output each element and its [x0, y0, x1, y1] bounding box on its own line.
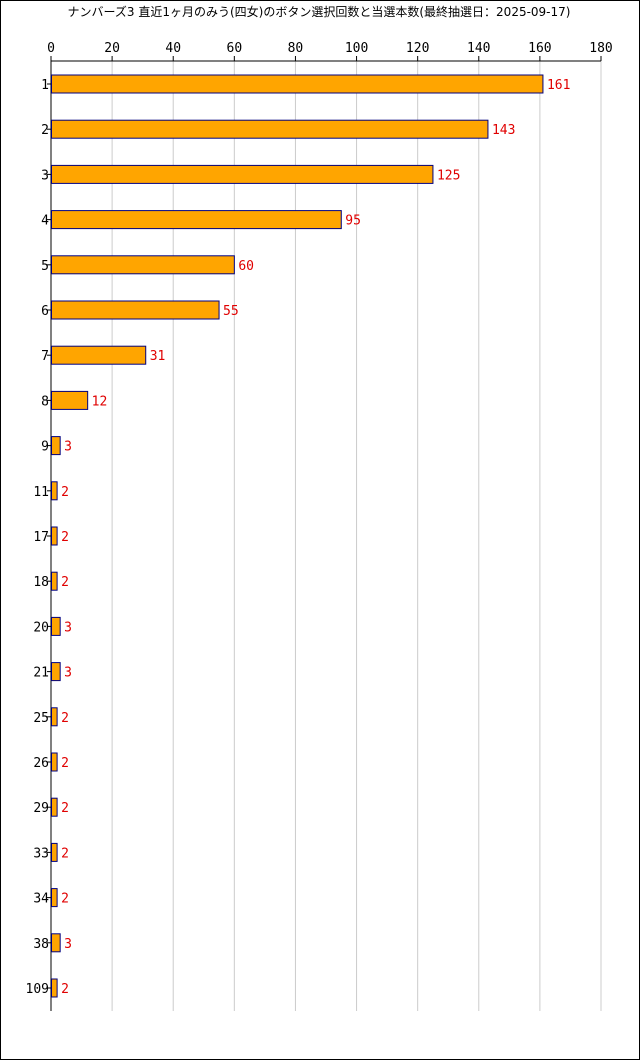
bar: [51, 119, 489, 139]
category-label: 20: [33, 620, 49, 635]
value-label: 3: [64, 620, 72, 635]
category-label: 9: [41, 440, 49, 455]
x-tick-label: 160: [528, 41, 551, 56]
value-label: 2: [61, 485, 69, 500]
value-label: 12: [92, 394, 108, 409]
bar: [51, 481, 58, 501]
x-tick-label: 60: [227, 41, 243, 56]
value-label: 2: [61, 711, 69, 726]
bar: [51, 436, 61, 456]
category-label: 26: [33, 756, 49, 771]
bar: [51, 74, 544, 94]
category-label: 109: [26, 982, 49, 997]
bar: [51, 842, 58, 862]
bar: [51, 752, 58, 772]
category-label: 4: [41, 214, 49, 229]
category-label: 34: [33, 892, 49, 907]
category-label: 5: [41, 259, 49, 274]
x-tick-label: 100: [345, 41, 368, 56]
x-tick-label: 20: [104, 41, 120, 56]
value-label: 2: [61, 530, 69, 545]
bar: [51, 933, 61, 953]
category-label: 8: [41, 394, 49, 409]
bar: [51, 662, 61, 682]
value-label: 31: [150, 349, 166, 364]
bar: [51, 978, 58, 998]
bar: [51, 345, 147, 365]
bar: [51, 255, 235, 275]
category-label: 1: [41, 78, 49, 93]
value-label: 2: [61, 982, 69, 997]
value-label: 95: [345, 214, 361, 229]
value-label: 2: [61, 756, 69, 771]
value-label: 55: [223, 304, 239, 319]
x-tick-label: 180: [589, 41, 612, 56]
bar: [51, 164, 434, 184]
x-tick-label: 40: [165, 41, 181, 56]
bars: [51, 74, 544, 998]
value-label: 3: [64, 666, 72, 681]
category-label: 38: [33, 937, 49, 952]
category-label: 7: [41, 349, 49, 364]
value-label: 3: [64, 440, 72, 455]
value-label: 2: [61, 846, 69, 861]
bar: [51, 390, 89, 410]
bar: [51, 707, 58, 727]
value-label: 125: [437, 168, 460, 183]
bar: [51, 526, 58, 546]
bar: [51, 797, 58, 817]
category-label: 6: [41, 304, 49, 319]
bar: [51, 888, 58, 908]
category-label: 3: [41, 168, 49, 183]
category-label: 17: [33, 530, 49, 545]
grid-lines: [111, 61, 602, 1011]
value-label: 161: [547, 78, 570, 93]
category-label: 21: [33, 666, 49, 681]
value-label: 2: [61, 575, 69, 590]
chart-title: ナンバーズ3 直近1ヶ月のみう(四女)のボタン選択回数と当選本数(最終抽選日：2…: [68, 4, 571, 19]
category-label: 2: [41, 123, 49, 138]
value-label: 2: [61, 801, 69, 816]
bar: [51, 300, 220, 320]
x-tick-label: 120: [406, 41, 429, 56]
category-label: 25: [33, 711, 49, 726]
bar: [51, 616, 61, 636]
value-label: 3: [64, 937, 72, 952]
category-label: 18: [33, 575, 49, 590]
value-label: 2: [61, 892, 69, 907]
bar: [51, 571, 58, 591]
category-label: 29: [33, 801, 49, 816]
axes: 0 20 40 60 80 100 120 140 160 180: [47, 41, 613, 1011]
value-label: 60: [238, 259, 254, 274]
category-label: 11: [33, 485, 49, 500]
category-label: 33: [33, 846, 49, 861]
value-label: 143: [492, 123, 515, 138]
bar: [51, 210, 342, 230]
x-tick-label: 140: [467, 41, 490, 56]
x-tick-label: 80: [288, 41, 304, 56]
x-tick-label: 0: [47, 41, 55, 56]
